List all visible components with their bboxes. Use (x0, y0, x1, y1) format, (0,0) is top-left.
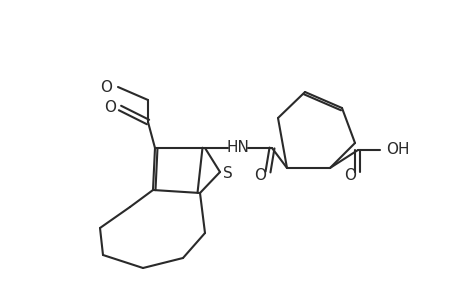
Text: O: O (104, 100, 116, 115)
Text: O: O (100, 80, 112, 94)
Text: O: O (343, 169, 355, 184)
Text: O: O (253, 167, 265, 182)
Text: OH: OH (386, 142, 409, 157)
Text: S: S (223, 167, 232, 182)
Text: HN: HN (226, 140, 249, 154)
